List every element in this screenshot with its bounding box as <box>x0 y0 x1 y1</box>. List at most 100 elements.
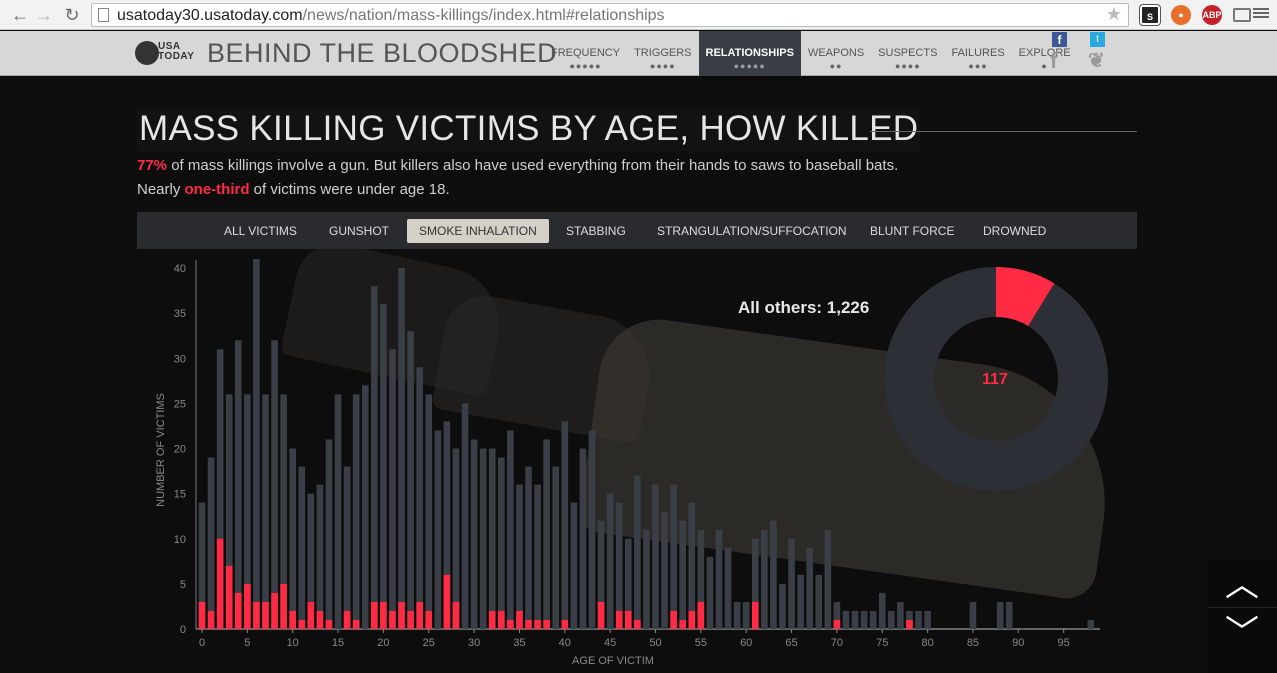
bar-smoke-inhalation <box>307 601 315 629</box>
forward-arrow-icon[interactable]: → <box>35 5 53 25</box>
facebook-gray-icon[interactable]: f <box>1050 48 1058 73</box>
site-title[interactable]: BEHIND THE BLOODSHED <box>207 38 558 68</box>
x-axis-title: AGE OF VICTIM <box>572 655 654 667</box>
bar-smoke-inhalation <box>597 601 605 629</box>
subtitle-line-2: Nearly one-third of victims were under a… <box>137 181 450 198</box>
menu-icon[interactable] <box>1253 6 1269 22</box>
page-title: MASS KILLING VICTIMS BY AGE, HOW KILLED <box>137 107 921 151</box>
bar-smoke-inhalation <box>316 610 324 629</box>
bar-smoke-inhalation <box>452 601 460 629</box>
x-tick-label: 45 <box>604 637 616 649</box>
bar-all-others <box>1087 619 1095 629</box>
bar-all-others <box>624 538 632 629</box>
filter-all-victims[interactable]: ALL VICTIMS <box>224 224 297 238</box>
filter-blunt-force[interactable]: BLUNT FORCE <box>870 224 955 238</box>
bar-all-others <box>634 475 641 629</box>
bar-smoke-inhalation <box>271 592 278 629</box>
tab-weapons[interactable]: WEAPONS ●● <box>801 31 871 76</box>
bar-all-others <box>797 574 804 629</box>
bar-all-others <box>343 466 351 629</box>
adblock-icon[interactable]: ABP <box>1202 5 1222 25</box>
main-panel: MASS KILLING VICTIMS BY AGE, HOW KILLED … <box>0 77 1277 673</box>
x-tick-label: 80 <box>921 637 933 649</box>
address-bar[interactable]: usatoday30.usatoday.com/news/nation/mass… <box>91 3 1129 27</box>
duckduckgo-icon[interactable]: ● <box>1171 5 1191 25</box>
bar-smoke-inhalation <box>679 619 687 629</box>
bar-all-others <box>788 538 795 629</box>
bar-smoke-inhalation <box>262 601 269 629</box>
bar-all-others <box>1005 601 1013 629</box>
bar-all-others <box>878 592 886 629</box>
filter-strangulation-suffocation[interactable]: STRANGULATION/SUFFOCATION <box>657 224 847 238</box>
filter-smoke-inhalation[interactable]: SMOKE INHALATION <box>407 219 549 243</box>
tab-triggers[interactable]: TRIGGERS ●●●● <box>627 31 698 76</box>
tab-page-dots[interactable]: ●●●●● <box>569 61 602 71</box>
bar-smoke-inhalation <box>225 565 233 629</box>
tab-label: EXPLORE <box>1018 47 1071 59</box>
tab-page-dots[interactable]: ●●●●● <box>733 61 766 71</box>
bar-all-others <box>924 610 931 629</box>
bar-smoke-inhalation <box>488 610 496 629</box>
scroll-up-button[interactable]: ︿ <box>1207 560 1277 606</box>
tab-label: WEAPONS <box>807 47 865 59</box>
bar-all-others <box>561 421 569 629</box>
bar-smoke-inhalation <box>516 610 523 629</box>
bar-smoke-inhalation <box>198 601 206 629</box>
bar-smoke-inhalation <box>380 601 387 629</box>
filter-drowned[interactable]: DROWNED <box>983 224 1047 238</box>
bar-smoke-inhalation <box>343 610 351 629</box>
facebook-icon[interactable]: f <box>1052 32 1067 47</box>
usa-today-logo-icon[interactable] <box>135 41 159 65</box>
back-arrow-icon[interactable]: ← <box>11 5 29 25</box>
twitter-share[interactable]: t ❦ <box>1086 31 1110 76</box>
usa-today-logo-text[interactable]: USA TODAY <box>158 41 195 62</box>
bar-all-others <box>452 448 460 629</box>
bar-all-others <box>334 394 342 629</box>
x-tick-label: 5 <box>244 637 250 649</box>
bar-smoke-inhalation <box>443 574 451 629</box>
extension-s-icon[interactable]: S <box>1139 4 1161 26</box>
twitter-gray-icon[interactable]: ❦ <box>1088 50 1105 72</box>
tab-explore[interactable]: EXPLORE ● <box>1012 31 1078 76</box>
bar-all-others <box>842 610 850 629</box>
filter-gunshot[interactable]: GUNSHOT <box>329 224 389 238</box>
bar-all-others <box>824 529 832 629</box>
bar-all-others <box>271 340 278 629</box>
bar-smoke-inhalation <box>561 619 569 629</box>
bar-all-others <box>307 493 315 629</box>
scroll-down-button[interactable]: ﹀ <box>1207 607 1277 673</box>
tab-page-dots[interactable]: ● <box>1041 61 1048 71</box>
tab-page-dots[interactable]: ●●●● <box>894 61 921 71</box>
tab-failures[interactable]: FAILURES ●●● <box>944 31 1011 76</box>
subtitle-line-1: 77% of mass killings involve a gun. But … <box>137 157 899 174</box>
bar-all-others <box>389 349 396 629</box>
filter-stabbing[interactable]: STABBING <box>566 224 626 238</box>
y-tick-label: 10 <box>174 534 186 546</box>
facebook-share[interactable]: f f <box>1048 31 1072 76</box>
bar-smoke-inhalation <box>624 610 632 629</box>
tab-label: FREQUENCY <box>551 47 621 59</box>
tab-frequency[interactable]: FREQUENCY ●●●●● <box>544 31 627 76</box>
reload-icon[interactable]: ↻ <box>64 5 80 25</box>
tab-relationships[interactable]: RELATIONSHIPS ●●●●● <box>698 31 801 76</box>
bar-smoke-inhalation <box>371 601 378 629</box>
bar-all-others <box>516 484 523 629</box>
url-text[interactable]: usatoday30.usatoday.com/news/nation/mass… <box>117 7 665 24</box>
bar-all-others <box>815 574 823 629</box>
twitter-icon[interactable]: t <box>1090 32 1105 47</box>
bar-smoke-inhalation <box>543 619 550 629</box>
tab-label: RELATIONSHIPS <box>705 47 794 59</box>
bar-all-others <box>742 601 750 629</box>
tab-page-dots[interactable]: ●●●● <box>649 61 676 71</box>
y-tick-label: 5 <box>180 579 186 591</box>
y-tick-label: 30 <box>174 353 186 365</box>
cast-icon[interactable] <box>1233 8 1251 22</box>
tab-suspects[interactable]: SUSPECTS ●●●● <box>871 31 944 76</box>
bookmark-star-icon[interactable]: ★ <box>1105 4 1122 24</box>
x-tick-label: 75 <box>876 637 888 649</box>
tab-page-dots[interactable]: ●● <box>829 61 843 71</box>
x-tick-label: 25 <box>423 637 435 649</box>
bar-all-others <box>298 466 306 629</box>
bar-all-others <box>779 583 786 629</box>
tab-page-dots[interactable]: ●●● <box>968 61 988 71</box>
